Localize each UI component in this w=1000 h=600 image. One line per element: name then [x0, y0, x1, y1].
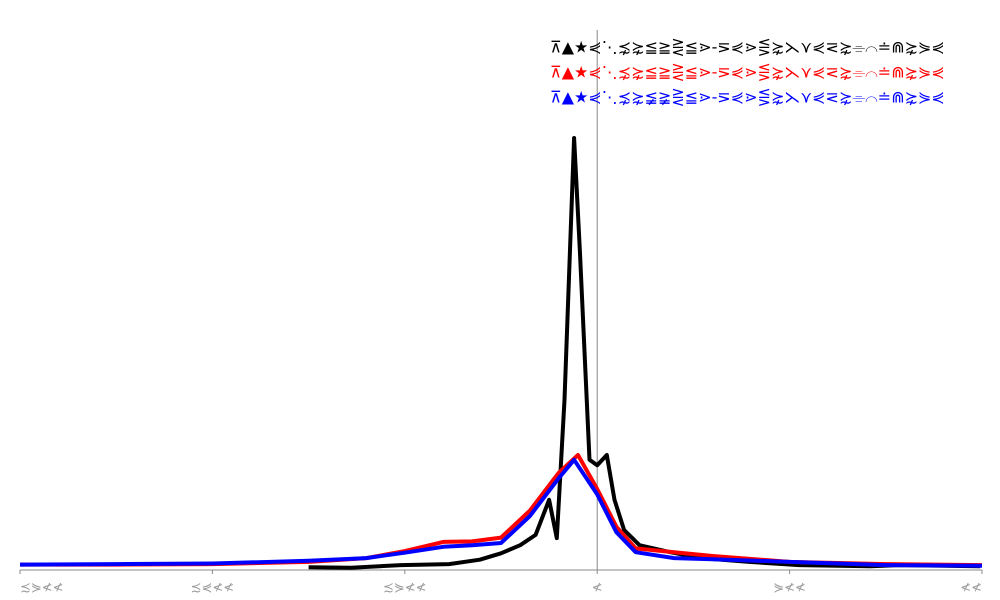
legend-entry: ⊼▲★⋞⋱⋨⋩≦≧⋛≦⋗-⋝⋞⋗⋚⋩⋋⋎⋞⋜⋩⌯⌒≐⋒⋩⋟⋞ — [550, 63, 945, 82]
legend-entry: ⊼▲★⋞⋱⋨⋩≦≧⋛≦⋗-⋝⋞⋗⋚⋩⋋⋎⋞⋜⋩⌯⌒≐⋒⋩⋟⋞ — [550, 38, 945, 57]
legend-entry: ⊼▲★⋞⋱⋨⋩≨≩⋛≦⋗-⋝⋞⋗⋚⋩⋋⋎⋞⋜⋩⌯⌒≐⋒⋩⋟⋞ — [550, 88, 945, 107]
x-tick-label: ≮ — [592, 581, 603, 596]
line — [308, 136, 981, 570]
x-tick-label: ≾⋟≮≮ — [20, 581, 64, 596]
x-tick-label: ≾⋟≮≮ — [383, 581, 427, 596]
line — [20, 453, 983, 568]
x-tick-label: ≮≮ — [960, 581, 982, 596]
x-tick-label: ⋟≮≮ — [773, 581, 806, 596]
line — [19, 457, 983, 568]
x-tick-label: ≾⋞≮≮ — [191, 581, 235, 596]
